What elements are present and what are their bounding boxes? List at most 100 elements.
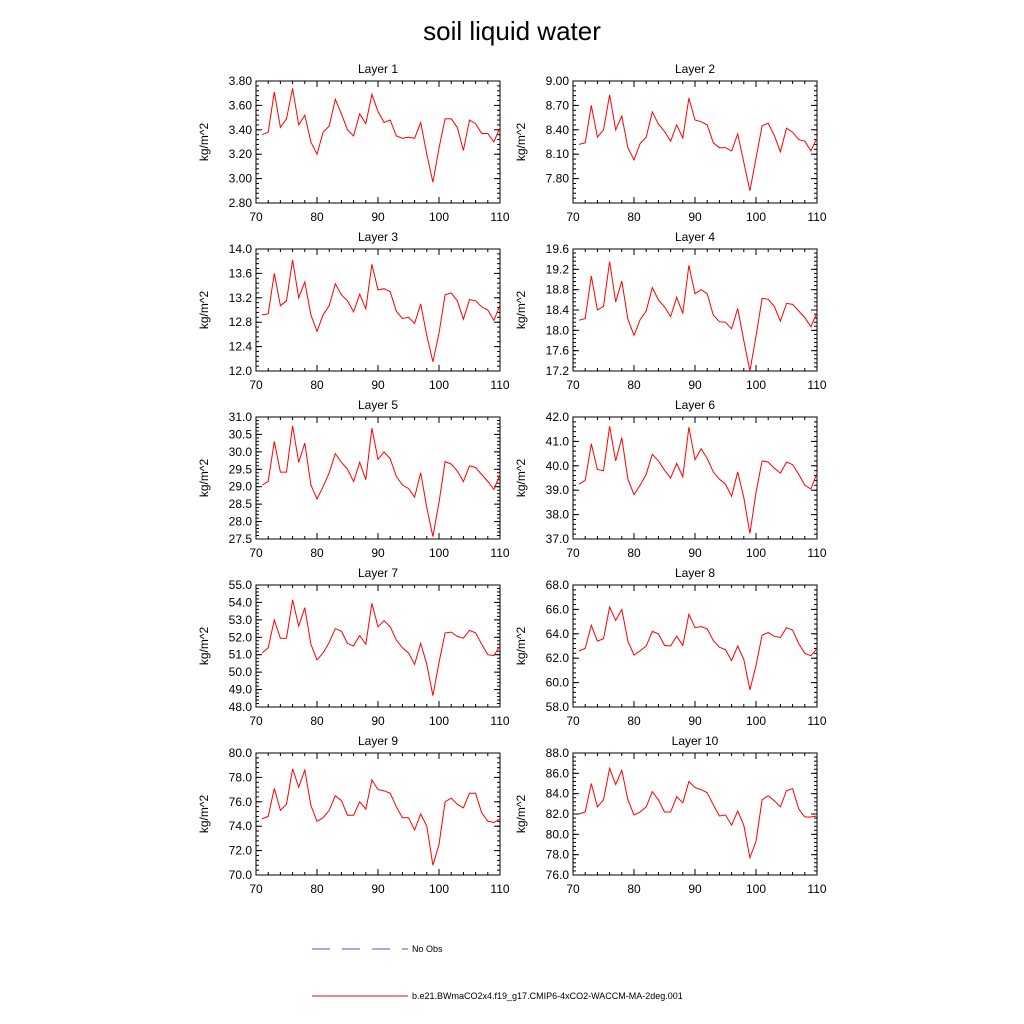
y-tick-label: 38.0 xyxy=(546,508,570,522)
panel-title: Layer 2 xyxy=(675,62,715,76)
y-tick-label: 84.0 xyxy=(546,787,570,801)
y-axis-label: kg/m^2 xyxy=(514,291,528,330)
x-tick-label: 90 xyxy=(688,546,702,560)
x-tick-label: 90 xyxy=(371,210,385,224)
chart-panel: Layer 3 kg/m^2 70 80 90 100 110 12.0 12.4 12.8 13.… xyxy=(197,230,510,392)
y-tick-label: 62.0 xyxy=(546,651,570,665)
y-tick-label: 37.0 xyxy=(546,532,570,546)
figure-title: soil liquid water xyxy=(423,16,601,46)
plot-frame xyxy=(255,416,501,540)
y-tick-label: 49.0 xyxy=(229,683,253,697)
x-tick-label: 80 xyxy=(310,882,324,896)
y-tick-label: 13.2 xyxy=(229,291,253,305)
y-tick-label: 64.0 xyxy=(546,627,570,641)
series-line xyxy=(261,768,501,866)
y-tick-label: 51.0 xyxy=(229,648,253,662)
x-tick-label: 70 xyxy=(566,882,580,896)
chart-panel: Layer 2 kg/m^2 70 80 90 100 110 7.80 8.10 8.40 8.7… xyxy=(514,62,827,224)
y-tick-label: 76.0 xyxy=(546,868,570,882)
x-tick-label: 110 xyxy=(807,378,826,392)
y-tick-label: 17.6 xyxy=(546,344,570,358)
x-tick-label: 100 xyxy=(746,882,766,896)
chart-panel: Layer 9 kg/m^2 70 80 90 100 110 70.0 72.0 74.0 76.… xyxy=(197,734,510,896)
x-tick-label: 70 xyxy=(566,378,580,392)
panel-title: Layer 4 xyxy=(675,230,715,244)
chart-panel: Layer 10 kg/m^2 70 80 90 100 110 76.0 78.0 80.0 82… xyxy=(514,734,827,896)
y-tick-label: 78.0 xyxy=(546,848,570,862)
plot-frame xyxy=(572,248,818,372)
x-tick-label: 70 xyxy=(249,210,263,224)
y-tick-label: 60.0 xyxy=(546,676,570,690)
series-line xyxy=(578,426,818,534)
y-tick-label: 13.6 xyxy=(229,266,253,280)
y-tick-label: 3.60 xyxy=(229,98,253,112)
y-tick-label: 50.0 xyxy=(229,665,253,679)
x-tick-label: 100 xyxy=(746,378,766,392)
x-tick-label: 100 xyxy=(429,882,449,896)
y-tick-label: 40.0 xyxy=(546,459,570,473)
y-tick-label: 28.0 xyxy=(229,515,253,529)
series-line xyxy=(578,94,818,191)
x-tick-label: 80 xyxy=(310,378,324,392)
plot-frame xyxy=(572,80,818,204)
x-tick-label: 80 xyxy=(310,714,324,728)
x-tick-label: 80 xyxy=(627,546,641,560)
plot-frame xyxy=(255,248,501,372)
x-tick-label: 110 xyxy=(490,546,509,560)
legend: No Obs b.e21.BWmaCO2x4.f19_g17.CMIP6-4xC… xyxy=(312,944,683,1001)
chart-panel: Layer 7 kg/m^2 70 80 90 100 110 48.0 49.0 50.0 51.… xyxy=(197,566,510,728)
x-tick-label: 70 xyxy=(249,546,263,560)
y-tick-label: 7.80 xyxy=(546,172,570,186)
y-axis-label: kg/m^2 xyxy=(197,291,211,330)
y-axis-label: kg/m^2 xyxy=(197,123,211,162)
legend-label-no-obs: No Obs xyxy=(412,944,443,954)
x-tick-label: 110 xyxy=(807,546,826,560)
y-axis-label: kg/m^2 xyxy=(197,627,211,666)
chart-panel: Layer 6 kg/m^2 70 80 90 100 110 37.0 38.0 39.0 40.… xyxy=(514,398,827,560)
y-tick-label: 80.0 xyxy=(546,827,570,841)
y-tick-label: 55.0 xyxy=(229,578,253,592)
x-tick-label: 70 xyxy=(249,714,263,728)
plot-frame xyxy=(255,80,501,204)
x-tick-label: 100 xyxy=(429,714,449,728)
legend-label-model-run: b.e21.BWmaCO2x4.f19_g17.CMIP6-4xCO2-WACC… xyxy=(412,991,683,1001)
chart-panel: Layer 5 kg/m^2 70 80 90 100 110 27.5 28.0 28.5 29.… xyxy=(197,398,510,560)
x-tick-label: 110 xyxy=(807,210,826,224)
y-tick-label: 66.0 xyxy=(546,602,570,616)
y-tick-label: 18.8 xyxy=(546,283,570,297)
y-tick-label: 3.20 xyxy=(229,147,253,161)
panel-title: Layer 1 xyxy=(358,62,398,76)
chart-panel: Layer 4 kg/m^2 70 80 90 100 110 17.2 17.6 18.0 18.… xyxy=(514,230,827,392)
x-tick-label: 70 xyxy=(249,378,263,392)
y-tick-label: 80.0 xyxy=(229,746,253,760)
panel-title: Layer 8 xyxy=(675,566,715,580)
y-tick-label: 29.0 xyxy=(229,480,253,494)
y-tick-label: 82.0 xyxy=(546,807,570,821)
y-tick-label: 28.5 xyxy=(229,497,253,511)
x-tick-label: 90 xyxy=(688,714,702,728)
y-axis-label: kg/m^2 xyxy=(514,459,528,498)
y-tick-label: 2.80 xyxy=(229,196,253,210)
y-tick-label: 18.0 xyxy=(546,323,570,337)
plot-frame xyxy=(255,584,501,708)
y-axis-label: kg/m^2 xyxy=(514,627,528,666)
y-tick-label: 12.0 xyxy=(229,364,253,378)
panel-title: Layer 7 xyxy=(358,566,398,580)
x-tick-label: 110 xyxy=(490,882,509,896)
plot-frame xyxy=(572,416,818,540)
y-tick-label: 74.0 xyxy=(229,819,253,833)
panel-title: Layer 9 xyxy=(358,734,398,748)
chart-panel: Layer 8 kg/m^2 70 80 90 100 110 58.0 60.0 62.0 64.… xyxy=(514,566,827,728)
y-tick-label: 54.0 xyxy=(229,595,253,609)
x-tick-label: 90 xyxy=(688,378,702,392)
panel-title: Layer 10 xyxy=(672,734,719,748)
y-tick-label: 3.80 xyxy=(229,74,253,88)
y-tick-label: 12.4 xyxy=(229,340,253,354)
y-tick-label: 72.0 xyxy=(229,844,253,858)
y-tick-label: 27.5 xyxy=(229,532,253,546)
y-tick-label: 19.6 xyxy=(546,242,570,256)
x-tick-label: 90 xyxy=(371,378,385,392)
x-tick-label: 80 xyxy=(627,882,641,896)
x-tick-label: 70 xyxy=(249,882,263,896)
